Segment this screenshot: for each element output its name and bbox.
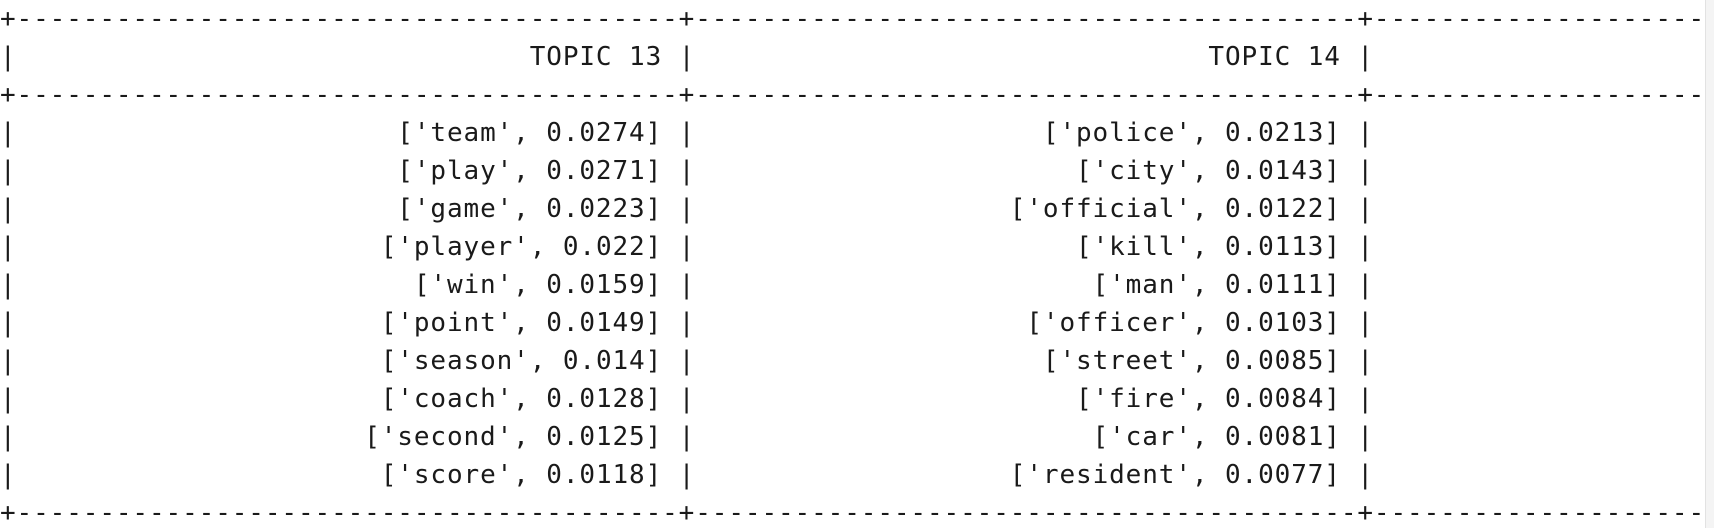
table-cell: ['point', 0.0149] [380, 308, 663, 338]
table-cell: ['man', 0.0111] [1092, 270, 1341, 300]
table-cell: ['win', 0.0159] [413, 270, 663, 300]
table-border-top: +---------------------------------------… [0, 4, 1714, 34]
table-cell: ['score', 0.0118] [380, 460, 663, 490]
table-header-row: | TOPIC 13 | TOPIC 14 | TOPIC 15 | TOPIC… [0, 42, 1374, 72]
table-cell: ['play', 0.0271] [397, 156, 663, 186]
table-cell: ['car', 0.0081] [1092, 422, 1341, 452]
table-cell: ['player', 0.022] [380, 232, 663, 262]
table-cell: ['resident', 0.0077] [1009, 460, 1341, 490]
table-cell: ['kill', 0.0113] [1076, 232, 1341, 262]
table-cell: ['team', 0.0274] [397, 118, 663, 148]
table-row: | ['team', 0.0274] | ['police', 0.0213] … [0, 114, 1714, 152]
table-cell: ['second', 0.0125] [364, 422, 663, 452]
table-cell: ['season', 0.014] [380, 346, 663, 376]
table-cell: ['officer', 0.0103] [1026, 308, 1341, 338]
table-cell: ['city', 0.0143] [1076, 156, 1341, 186]
table-row: | ['season', 0.014] | ['street', 0.0085]… [0, 346, 1374, 376]
table-cell: ['coach', 0.0128] [380, 384, 663, 414]
table-row: | ['second', 0.0125] | ['car', 0.0081] |… [0, 422, 1374, 452]
table-row: | ['point', 0.0149] | ['officer', 0.0103… [0, 304, 1714, 342]
table-cell: ['street', 0.0085] [1042, 346, 1341, 376]
table-cell: ['police', 0.0213] [1042, 118, 1341, 148]
table-cell: ['fire', 0.0084] [1076, 384, 1341, 414]
table-row: | ['score', 0.0118] | ['resident', 0.007… [0, 460, 1374, 490]
table-cell: ['game', 0.0223] [397, 194, 663, 224]
table-row: | ['player', 0.022] | ['kill', 0.0113] |… [0, 232, 1374, 262]
table-row: | ['win', 0.0159] | ['man', 0.0111] | ['… [0, 270, 1374, 300]
table-row: | ['play', 0.0271] | ['city', 0.0143] | … [0, 156, 1374, 186]
column-header: TOPIC 14 [1208, 42, 1341, 72]
table-row: | ['game', 0.0223] | ['official', 0.0122… [0, 194, 1374, 224]
table-cell: ['official', 0.0122] [1009, 194, 1341, 224]
table-row: | ['coach', 0.0128] | ['fire', 0.0084] |… [0, 384, 1374, 414]
table-header-separator: +---------------------------------------… [0, 80, 1714, 110]
table-border-bottom: +---------------------------------------… [0, 498, 1714, 528]
column-header: TOPIC 13 [529, 42, 663, 72]
scrollbar-edge [1705, 0, 1714, 528]
